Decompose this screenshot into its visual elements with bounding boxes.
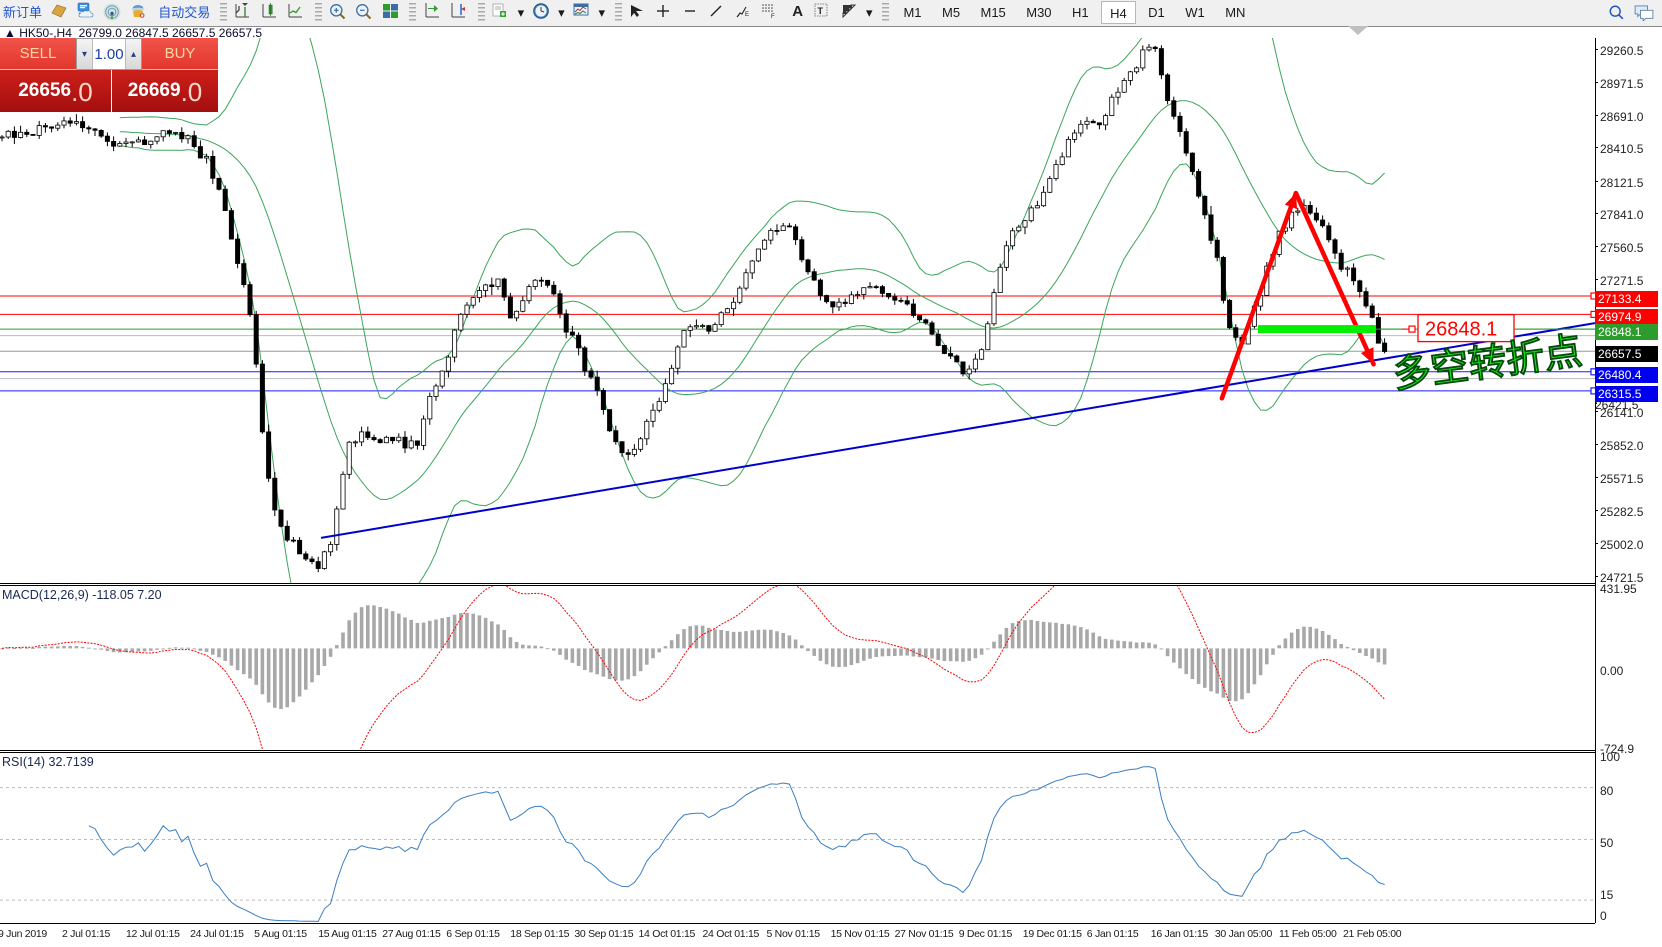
svg-text:E: E xyxy=(745,12,749,18)
svg-text:26848.1: 26848.1 xyxy=(1425,319,1497,341)
svg-text:F: F xyxy=(771,14,775,20)
svg-text:T: T xyxy=(818,6,824,16)
